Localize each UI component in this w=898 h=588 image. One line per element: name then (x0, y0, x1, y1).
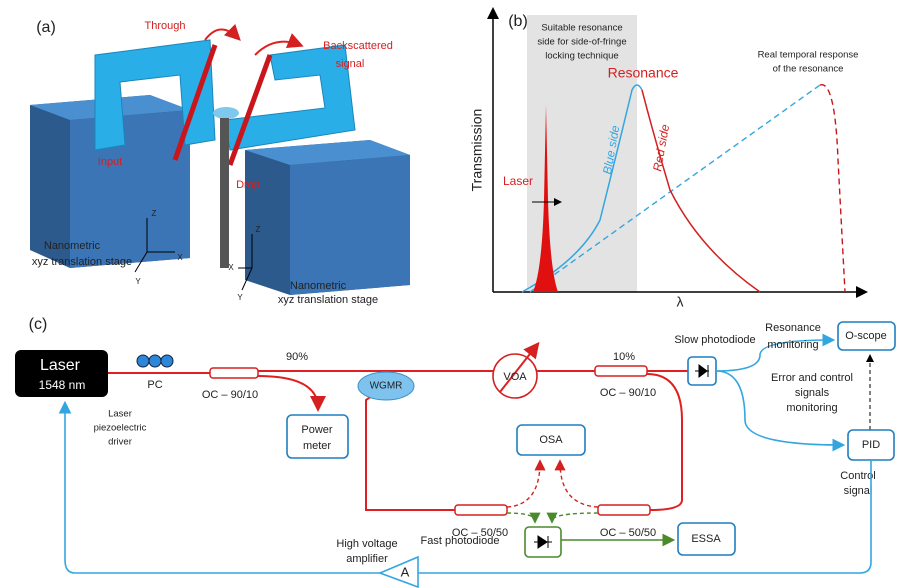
error-monitoring: monitoring (786, 402, 837, 414)
control-signal: signal (844, 485, 873, 497)
power-meter: Power (301, 424, 333, 436)
laser-wavelength: 1548 nm (39, 378, 86, 392)
axis-label: X (228, 263, 234, 272)
axis-label: X (177, 253, 183, 262)
driver-label: piezoelectric (94, 423, 147, 434)
through-label: Through (145, 20, 186, 32)
axis-label: Y (135, 277, 141, 286)
panel-c: (c) Laser 1548 nm PC OC – 90/10 Power me… (15, 316, 895, 587)
stage-label: xyz translation stage (32, 256, 132, 268)
panel-a: (a) Through Backscattered signal Input D… (30, 19, 410, 306)
laser-label: Laser (40, 357, 81, 374)
stage-label: Nanometric (290, 280, 347, 292)
hv-amplifier: amplifier (346, 553, 388, 565)
oscope-label: O-scope (845, 330, 887, 342)
resonance-monitoring: Resonance (765, 322, 821, 334)
laser-label: Laser (503, 174, 533, 188)
coupler-label: OC – 90/10 (202, 389, 258, 401)
coupler-label: OC – 90/10 (600, 387, 656, 399)
resonance-label: Resonance (608, 65, 679, 81)
driver-label: Laser (108, 409, 132, 420)
axis-label: Z (256, 225, 261, 234)
backscattered-label: signal (336, 58, 365, 70)
panel-b: (b) Suitable resonance side for side-of-… (469, 10, 865, 310)
figure: (a) Through Backscattered signal Input D… (0, 0, 898, 588)
panel-label: (b) (508, 13, 528, 30)
hv-amplifier: High voltage (336, 538, 397, 550)
essa-label: ESSA (691, 533, 721, 545)
x-axis-label: λ (677, 294, 684, 310)
response-note: of the resonance (773, 64, 844, 75)
voa-label: VOA (503, 371, 527, 383)
pid-label: PID (862, 439, 880, 451)
error-monitoring: Error and control (771, 372, 853, 384)
stage-label: xyz translation stage (278, 294, 378, 306)
band-note: locking technique (545, 51, 618, 62)
resonance-monitoring: monitoring (767, 339, 818, 351)
band-note: side for side-of-fringe (537, 37, 626, 48)
wgmr-label: WGMR (370, 381, 403, 392)
drop-label: Drop (236, 179, 260, 191)
error-monitoring: signals (795, 387, 830, 399)
band-note: Suitable resonance (541, 23, 622, 34)
driver-label: driver (108, 437, 132, 448)
panel-label: (a) (36, 19, 56, 36)
backscattered-label: Backscattered (323, 40, 393, 52)
response-note: Real temporal response (758, 50, 859, 61)
stage-label: Nanometric (44, 240, 101, 252)
input-label: Input (98, 156, 122, 168)
panel-label: (c) (29, 316, 48, 333)
axis-label: Y (237, 293, 243, 302)
ratio-label: 10% (613, 351, 635, 363)
coupler-label: OC – 50/50 (600, 527, 656, 539)
axis-label: Z (152, 209, 157, 218)
pc-label: PC (147, 379, 162, 391)
ratio-label: 90% (286, 351, 308, 363)
osa-label: OSA (539, 434, 563, 446)
slow-photodiode: Slow photodiode (674, 334, 755, 346)
amp-symbol: A (401, 564, 410, 579)
fast-photodiode: Fast photodiode (421, 535, 500, 547)
power-meter: meter (303, 440, 331, 452)
y-axis-label: Transmission (469, 109, 485, 192)
